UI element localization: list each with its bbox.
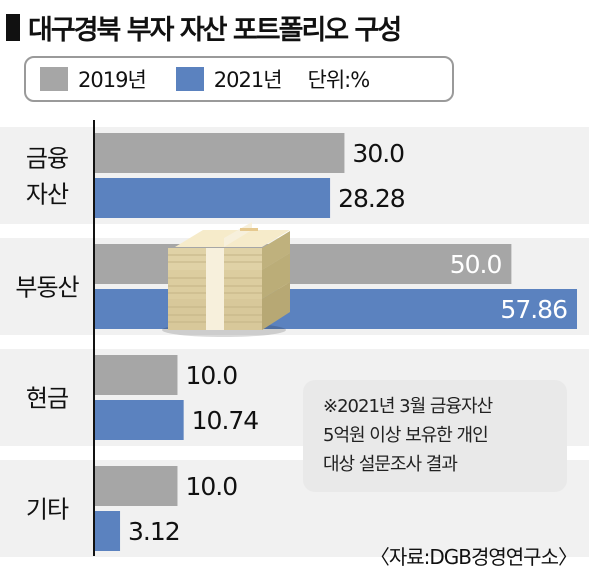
value-label-real-estate-2019년: 50.0 xyxy=(450,250,502,279)
bar-finance-2021년 xyxy=(94,178,331,218)
note-line-3: 대상 설문조사 결과 xyxy=(323,454,458,475)
value-label-cash-2019년: 10.0 xyxy=(185,361,237,390)
survey-note: ※2021년 3월 금융자산 5억원 이상 보유한 개인 대상 설문조사 결과 xyxy=(303,380,567,492)
chart-title: 대구경북 부자 자산 포트폴리오 구성 xyxy=(6,2,402,52)
value-label-other-2021년: 3.12 xyxy=(128,517,180,546)
category-label-cash-1: 현금 xyxy=(26,385,68,413)
legend: 2019년 2021년 단위:% xyxy=(24,56,454,102)
money-stack-icon xyxy=(162,222,290,337)
category-label-finance-2: 자산 xyxy=(26,181,69,209)
legend-swatch-2019 xyxy=(40,67,68,91)
value-label-cash-2021년: 10.74 xyxy=(192,406,259,435)
value-label-finance-2021년: 28.28 xyxy=(338,184,405,213)
bar-real-estate-2019년 xyxy=(94,244,512,284)
category-label-real-estate-1: 부동산 xyxy=(15,274,79,302)
category-label-finance-1: 금융 xyxy=(26,145,68,173)
note-line-1: ※2021년 3월 금융자산 xyxy=(323,396,493,417)
value-label-real-estate-2021년: 57.86 xyxy=(500,295,567,324)
bar-other-2021년 xyxy=(94,511,121,551)
legend-item-2021: 2021년 xyxy=(175,64,283,94)
bar-other-2019년 xyxy=(94,466,178,506)
value-label-other-2019년: 10.0 xyxy=(185,472,237,501)
title-text: 대구경북 부자 자산 포트폴리오 구성 xyxy=(28,14,402,46)
title-square-icon xyxy=(6,13,20,41)
bar-cash-2019년 xyxy=(94,355,178,395)
value-label-finance-2019년: 30.0 xyxy=(352,139,404,168)
legend-label-2021: 2021년 xyxy=(213,68,283,92)
bar-cash-2021년 xyxy=(94,400,184,440)
bar-finance-2019년 xyxy=(94,133,345,173)
legend-label-2019: 2019년 xyxy=(78,68,147,92)
source-credit: 〈자료:DGB경영연구소〉 xyxy=(369,545,578,569)
legend-item-2019: 2019년 xyxy=(40,64,147,94)
category-label-other-1: 기타 xyxy=(26,496,69,524)
note-line-2: 5억원 이상 보유한 개인 xyxy=(323,425,489,446)
legend-unit: 단위:% xyxy=(307,68,371,92)
legend-swatch-2021 xyxy=(175,67,204,91)
